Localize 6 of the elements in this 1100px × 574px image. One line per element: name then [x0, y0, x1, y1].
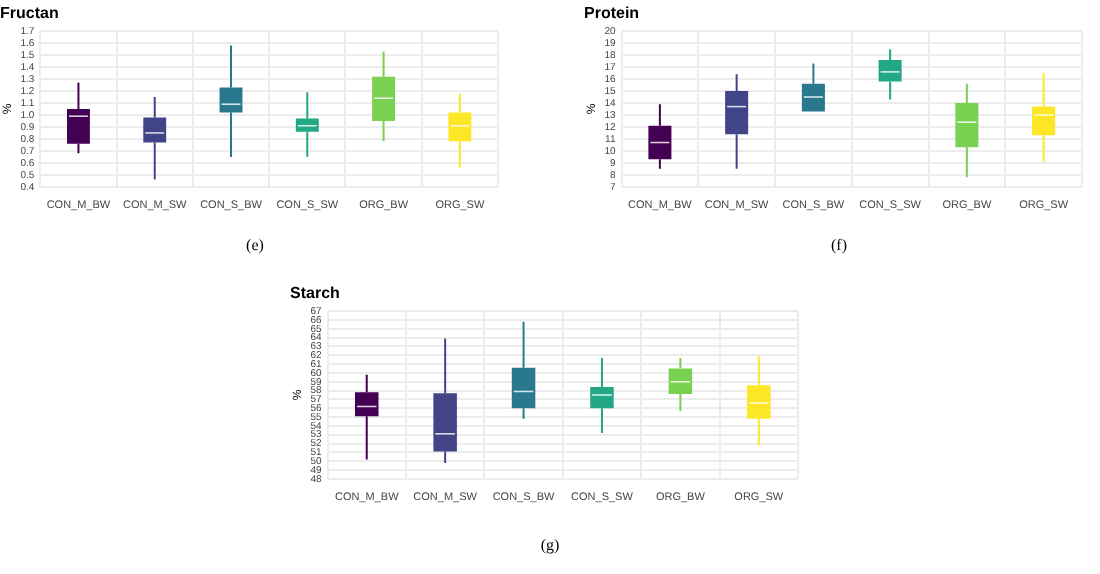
chart-title: Protein — [584, 4, 640, 23]
chart-title: Fructan — [0, 4, 59, 23]
text: (g) — [538, 536, 562, 554]
text: (e) — [244, 236, 266, 254]
chart-title: Starch — [290, 284, 341, 303]
text: (f) — [829, 236, 849, 254]
